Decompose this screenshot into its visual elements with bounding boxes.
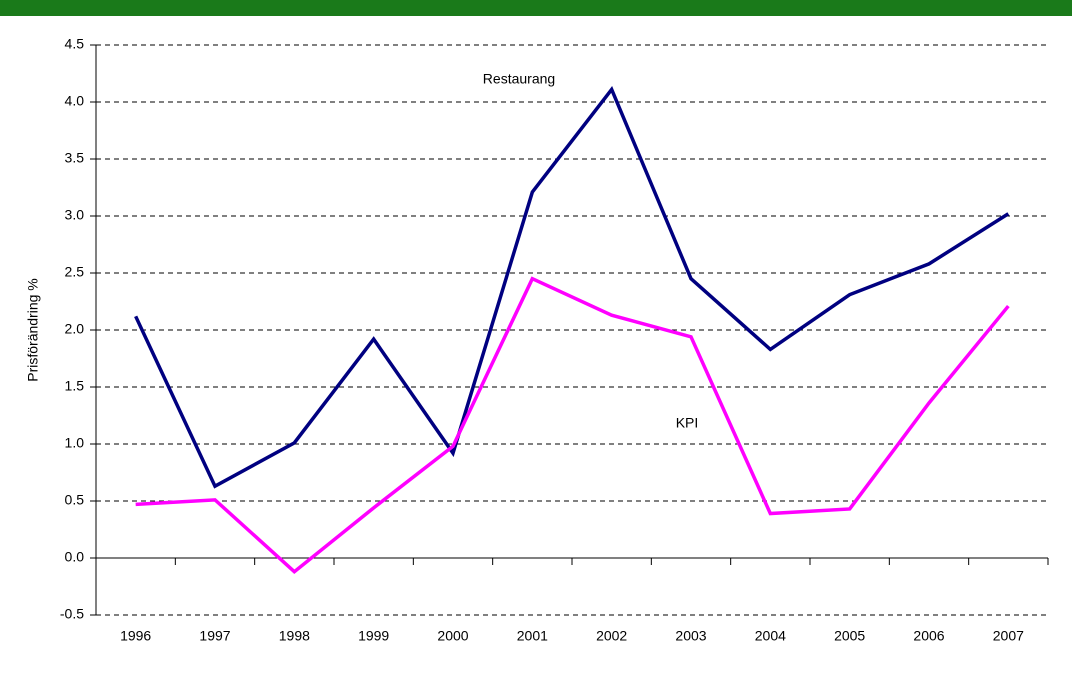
x-tick-label: 2001 bbox=[517, 628, 548, 644]
y-tick-label: 4.0 bbox=[65, 93, 85, 109]
series-line bbox=[135, 276, 1010, 574]
y-axis-label: Prisförändring % bbox=[25, 278, 41, 382]
y-tick-label: -0.5 bbox=[60, 606, 84, 622]
y-tick-label: 2.0 bbox=[65, 321, 85, 337]
x-tick-label: 2004 bbox=[755, 628, 786, 644]
y-tick-label: 0.0 bbox=[65, 549, 85, 565]
x-tick-label: 1998 bbox=[279, 628, 310, 644]
x-tick-label: 2005 bbox=[834, 628, 865, 644]
x-tick-label: 1997 bbox=[199, 628, 230, 644]
y-tick-label: 3.5 bbox=[65, 150, 85, 166]
x-tick-label: 2006 bbox=[913, 628, 944, 644]
series-label: Restaurang bbox=[483, 71, 555, 87]
y-tick-label: 1.0 bbox=[65, 435, 85, 451]
x-tick-label: 2000 bbox=[437, 628, 468, 644]
y-tick-label: 1.5 bbox=[65, 378, 85, 394]
series-line bbox=[134, 86, 1010, 489]
y-tick-label: 0.5 bbox=[65, 492, 85, 508]
y-tick-label: 2.5 bbox=[65, 264, 85, 280]
x-tick-label: 1996 bbox=[120, 628, 151, 644]
series-label: KPI bbox=[676, 415, 699, 431]
x-tick-label: 1999 bbox=[358, 628, 389, 644]
header-bar bbox=[0, 0, 1072, 16]
y-tick-label: 3.0 bbox=[65, 207, 85, 223]
x-tick-label: 2003 bbox=[675, 628, 706, 644]
x-tick-label: 2007 bbox=[993, 628, 1024, 644]
x-tick-label: 2002 bbox=[596, 628, 627, 644]
y-tick-label: 4.5 bbox=[65, 36, 85, 52]
